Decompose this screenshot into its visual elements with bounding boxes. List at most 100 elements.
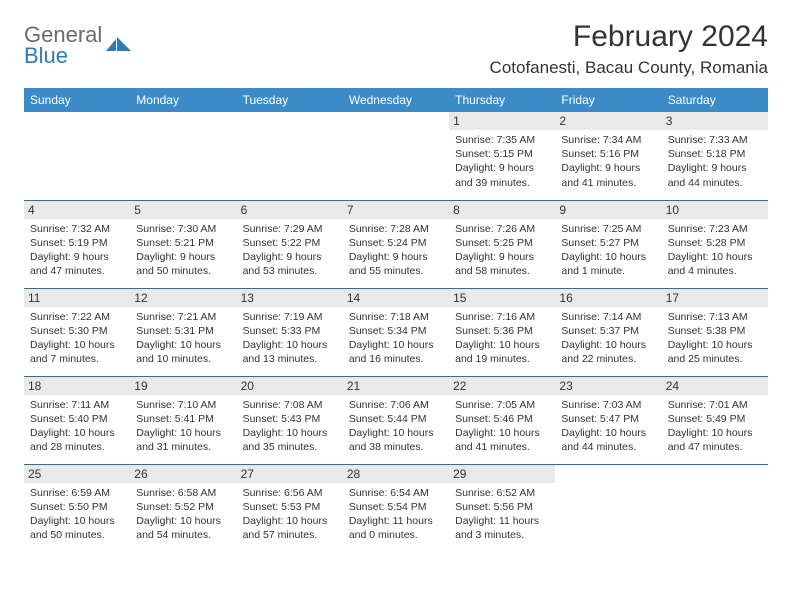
day-info: Sunrise: 7:14 AMSunset: 5:37 PMDaylight:… (561, 310, 655, 367)
sunrise-text: Sunrise: 6:56 AM (243, 486, 337, 500)
calendar-week-row: 4 Sunrise: 7:32 AMSunset: 5:19 PM Daylight… (24, 200, 768, 288)
day-header: Sunday (24, 88, 130, 112)
day-info: Sunrise: 7:23 AMSunset: 5:28 PMDaylight:… (668, 222, 762, 279)
sunset-text: Sunset: 5:30 PM (30, 324, 124, 338)
sunset-text: Sunset: 5:24 PM (349, 236, 443, 250)
sunset-text: Sunset: 5:41 PM (136, 412, 230, 426)
daylight-text: Daylight: 9 hours and 53 minutes. (243, 250, 337, 278)
day-number: 1 (449, 112, 555, 130)
sunrise-text: Sunrise: 6:54 AM (349, 486, 443, 500)
daylight-text: Daylight: 10 hours and 13 minutes. (243, 338, 337, 366)
day-number: 17 (662, 289, 768, 307)
sunrise-text: Sunrise: 7:28 AM (349, 222, 443, 236)
day-info: Sunrise: 6:52 AMSunset: 5:56 PMDaylight:… (455, 486, 549, 543)
calendar-day-cell: 29Sunrise: 6:52 AMSunset: 5:56 PMDayligh… (449, 464, 555, 552)
day-number: 16 (555, 289, 661, 307)
day-info: Sunrise: 7:11 AMSunset: 5:40 PMDaylight:… (30, 398, 124, 455)
calendar-day-cell: 17Sunrise: 7:13 AMSunset: 5:38 PMDayligh… (662, 288, 768, 376)
sunrise-text: Sunrise: 6:52 AM (455, 486, 549, 500)
daylight-text: Daylight: 10 hours and 10 minutes. (136, 338, 230, 366)
day-info: Sunrise: 7:34 AMSunset: 5:16 PMDaylight:… (561, 133, 655, 190)
calendar-day-cell: 13 Sunrise: 7:19 AMSunset: 5:33 PMDayligh… (237, 288, 343, 376)
sunset-text: Sunset: 5:19 PM (30, 236, 124, 250)
day-number: 21 (343, 377, 449, 395)
calendar-day-cell: 14Sunrise: 7:18 AMSunset: 5:34 PMDayligh… (343, 288, 449, 376)
day-number (662, 465, 768, 483)
daylight-text: Daylight: 10 hours and 38 minutes. (349, 426, 443, 454)
daylight-text: Daylight: 10 hours and 54 minutes. (136, 514, 230, 542)
calendar-table: Sunday Monday Tuesday Wednesday Thursday… (24, 88, 768, 552)
day-number: 20 (237, 377, 343, 395)
calendar-page: General Blue February 2024 Cotofanesti, … (0, 0, 792, 564)
sunrise-text: Sunrise: 7:16 AM (455, 310, 549, 324)
daylight-text: Daylight: 10 hours and 57 minutes. (243, 514, 337, 542)
sunrise-text: Sunrise: 7:33 AM (668, 133, 762, 147)
daylight-text: Daylight: 10 hours and 35 minutes. (243, 426, 337, 454)
daylight-text: Daylight: 11 hours and 0 minutes. (349, 514, 443, 542)
sunset-text: Sunset: 5:22 PM (243, 236, 337, 250)
daylight-text: Daylight: 9 hours and 41 minutes. (561, 161, 655, 189)
sunrise-text: Sunrise: 7:18 AM (349, 310, 443, 324)
calendar-day-cell: 2Sunrise: 7:34 AMSunset: 5:16 PMDaylight… (555, 112, 661, 200)
day-info: Sunrise: 7:21 AMSunset: 5:31 PMDaylight:… (136, 310, 230, 367)
day-info: Sunrise: 7:33 AMSunset: 5:18 PMDaylight:… (668, 133, 762, 190)
day-info: Sunrise: 7:18 AMSunset: 5:34 PMDaylight:… (349, 310, 443, 367)
day-header: Friday (555, 88, 661, 112)
page-title: February 2024 (490, 20, 768, 54)
sunset-text: Sunset: 5:36 PM (455, 324, 549, 338)
day-info: Sunrise: 7:30 AMSunset: 5:21 PMDaylight:… (136, 222, 230, 279)
calendar-body: 1 Sunrise: 7:35 AMSunset: 5:15 PMDaylight… (24, 112, 768, 552)
day-number: 28 (343, 465, 449, 483)
sunrise-text: Sunrise: 7:23 AM (668, 222, 762, 236)
sunset-text: Sunset: 5:56 PM (455, 500, 549, 514)
sunset-text: Sunset: 5:34 PM (349, 324, 443, 338)
day-number: 3 (662, 112, 768, 130)
day-number: 15 (449, 289, 555, 307)
calendar-week-row: 25Sunrise: 6:59 AMSunset: 5:50 PMDayligh… (24, 464, 768, 552)
daylight-text: Daylight: 10 hours and 1 minute. (561, 250, 655, 278)
day-info: Sunrise: 7:03 AMSunset: 5:47 PMDaylight:… (561, 398, 655, 455)
calendar-week-row: 18Sunrise: 7:11 AMSunset: 5:40 PMDayligh… (24, 376, 768, 464)
day-info: Sunrise: 7:26 AMSunset: 5:25 PMDaylight:… (455, 222, 549, 279)
day-number: 10 (662, 201, 768, 219)
calendar-day-cell: 7Sunrise: 7:28 AMSunset: 5:24 PMDaylight… (343, 200, 449, 288)
sunrise-text: Sunrise: 7:14 AM (561, 310, 655, 324)
calendar-day-cell: 8Sunrise: 7:26 AMSunset: 5:25 PMDaylight… (449, 200, 555, 288)
calendar-day-cell: 23Sunrise: 7:03 AMSunset: 5:47 PMDayligh… (555, 376, 661, 464)
day-info: Sunrise: 7:35 AMSunset: 5:15 PMDaylight:… (455, 133, 549, 190)
day-header: Wednesday (343, 88, 449, 112)
day-info: Sunrise: 7:01 AMSunset: 5:49 PMDaylight:… (668, 398, 762, 455)
sunset-text: Sunset: 5:40 PM (30, 412, 124, 426)
sunset-text: Sunset: 5:18 PM (668, 147, 762, 161)
sunrise-text: Sunrise: 7:26 AM (455, 222, 549, 236)
day-number: 24 (662, 377, 768, 395)
day-info: Sunrise: 7:05 AMSunset: 5:46 PMDaylight:… (455, 398, 549, 455)
sunrise-text: Sunrise: 7:32 AM (30, 222, 124, 236)
day-header: Tuesday (237, 88, 343, 112)
day-number: 4 (24, 201, 130, 219)
sunset-text: Sunset: 5:33 PM (243, 324, 337, 338)
sunset-text: Sunset: 5:28 PM (668, 236, 762, 250)
sunrise-text: Sunrise: 7:30 AM (136, 222, 230, 236)
sunset-text: Sunset: 5:16 PM (561, 147, 655, 161)
calendar-day-cell: 16 Sunrise: 7:14 AMSunset: 5:37 PMDayligh… (555, 288, 661, 376)
daylight-text: Daylight: 9 hours and 39 minutes. (455, 161, 549, 189)
day-info: Sunrise: 7:19 AMSunset: 5:33 PMDaylight:… (243, 310, 337, 367)
day-number: 13 (237, 289, 343, 307)
daylight-text: Daylight: 10 hours and 25 minutes. (668, 338, 762, 366)
calendar-day-cell: 12Sunrise: 7:21 AMSunset: 5:31 PMDayligh… (130, 288, 236, 376)
day-number (343, 112, 449, 130)
day-number: 11 (24, 289, 130, 307)
sunset-text: Sunset: 5:44 PM (349, 412, 443, 426)
sunrise-text: Sunrise: 7:11 AM (30, 398, 124, 412)
day-info: Sunrise: 6:56 AMSunset: 5:53 PMDaylight:… (243, 486, 337, 543)
calendar-day-cell: 11Sunrise: 7:22 AMSunset: 5:30 PMDayligh… (24, 288, 130, 376)
calendar-day-cell (24, 112, 130, 200)
sunset-text: Sunset: 5:54 PM (349, 500, 443, 514)
day-number (237, 112, 343, 130)
day-info: Sunrise: 7:25 AMSunset: 5:27 PMDaylight:… (561, 222, 655, 279)
sunrise-text: Sunrise: 7:22 AM (30, 310, 124, 324)
calendar-day-cell (662, 464, 768, 552)
daylight-text: Daylight: 9 hours and 58 minutes. (455, 250, 549, 278)
calendar-day-cell: 24 Sunrise: 7:01 AMSunset: 5:49 PMDayligh… (662, 376, 768, 464)
